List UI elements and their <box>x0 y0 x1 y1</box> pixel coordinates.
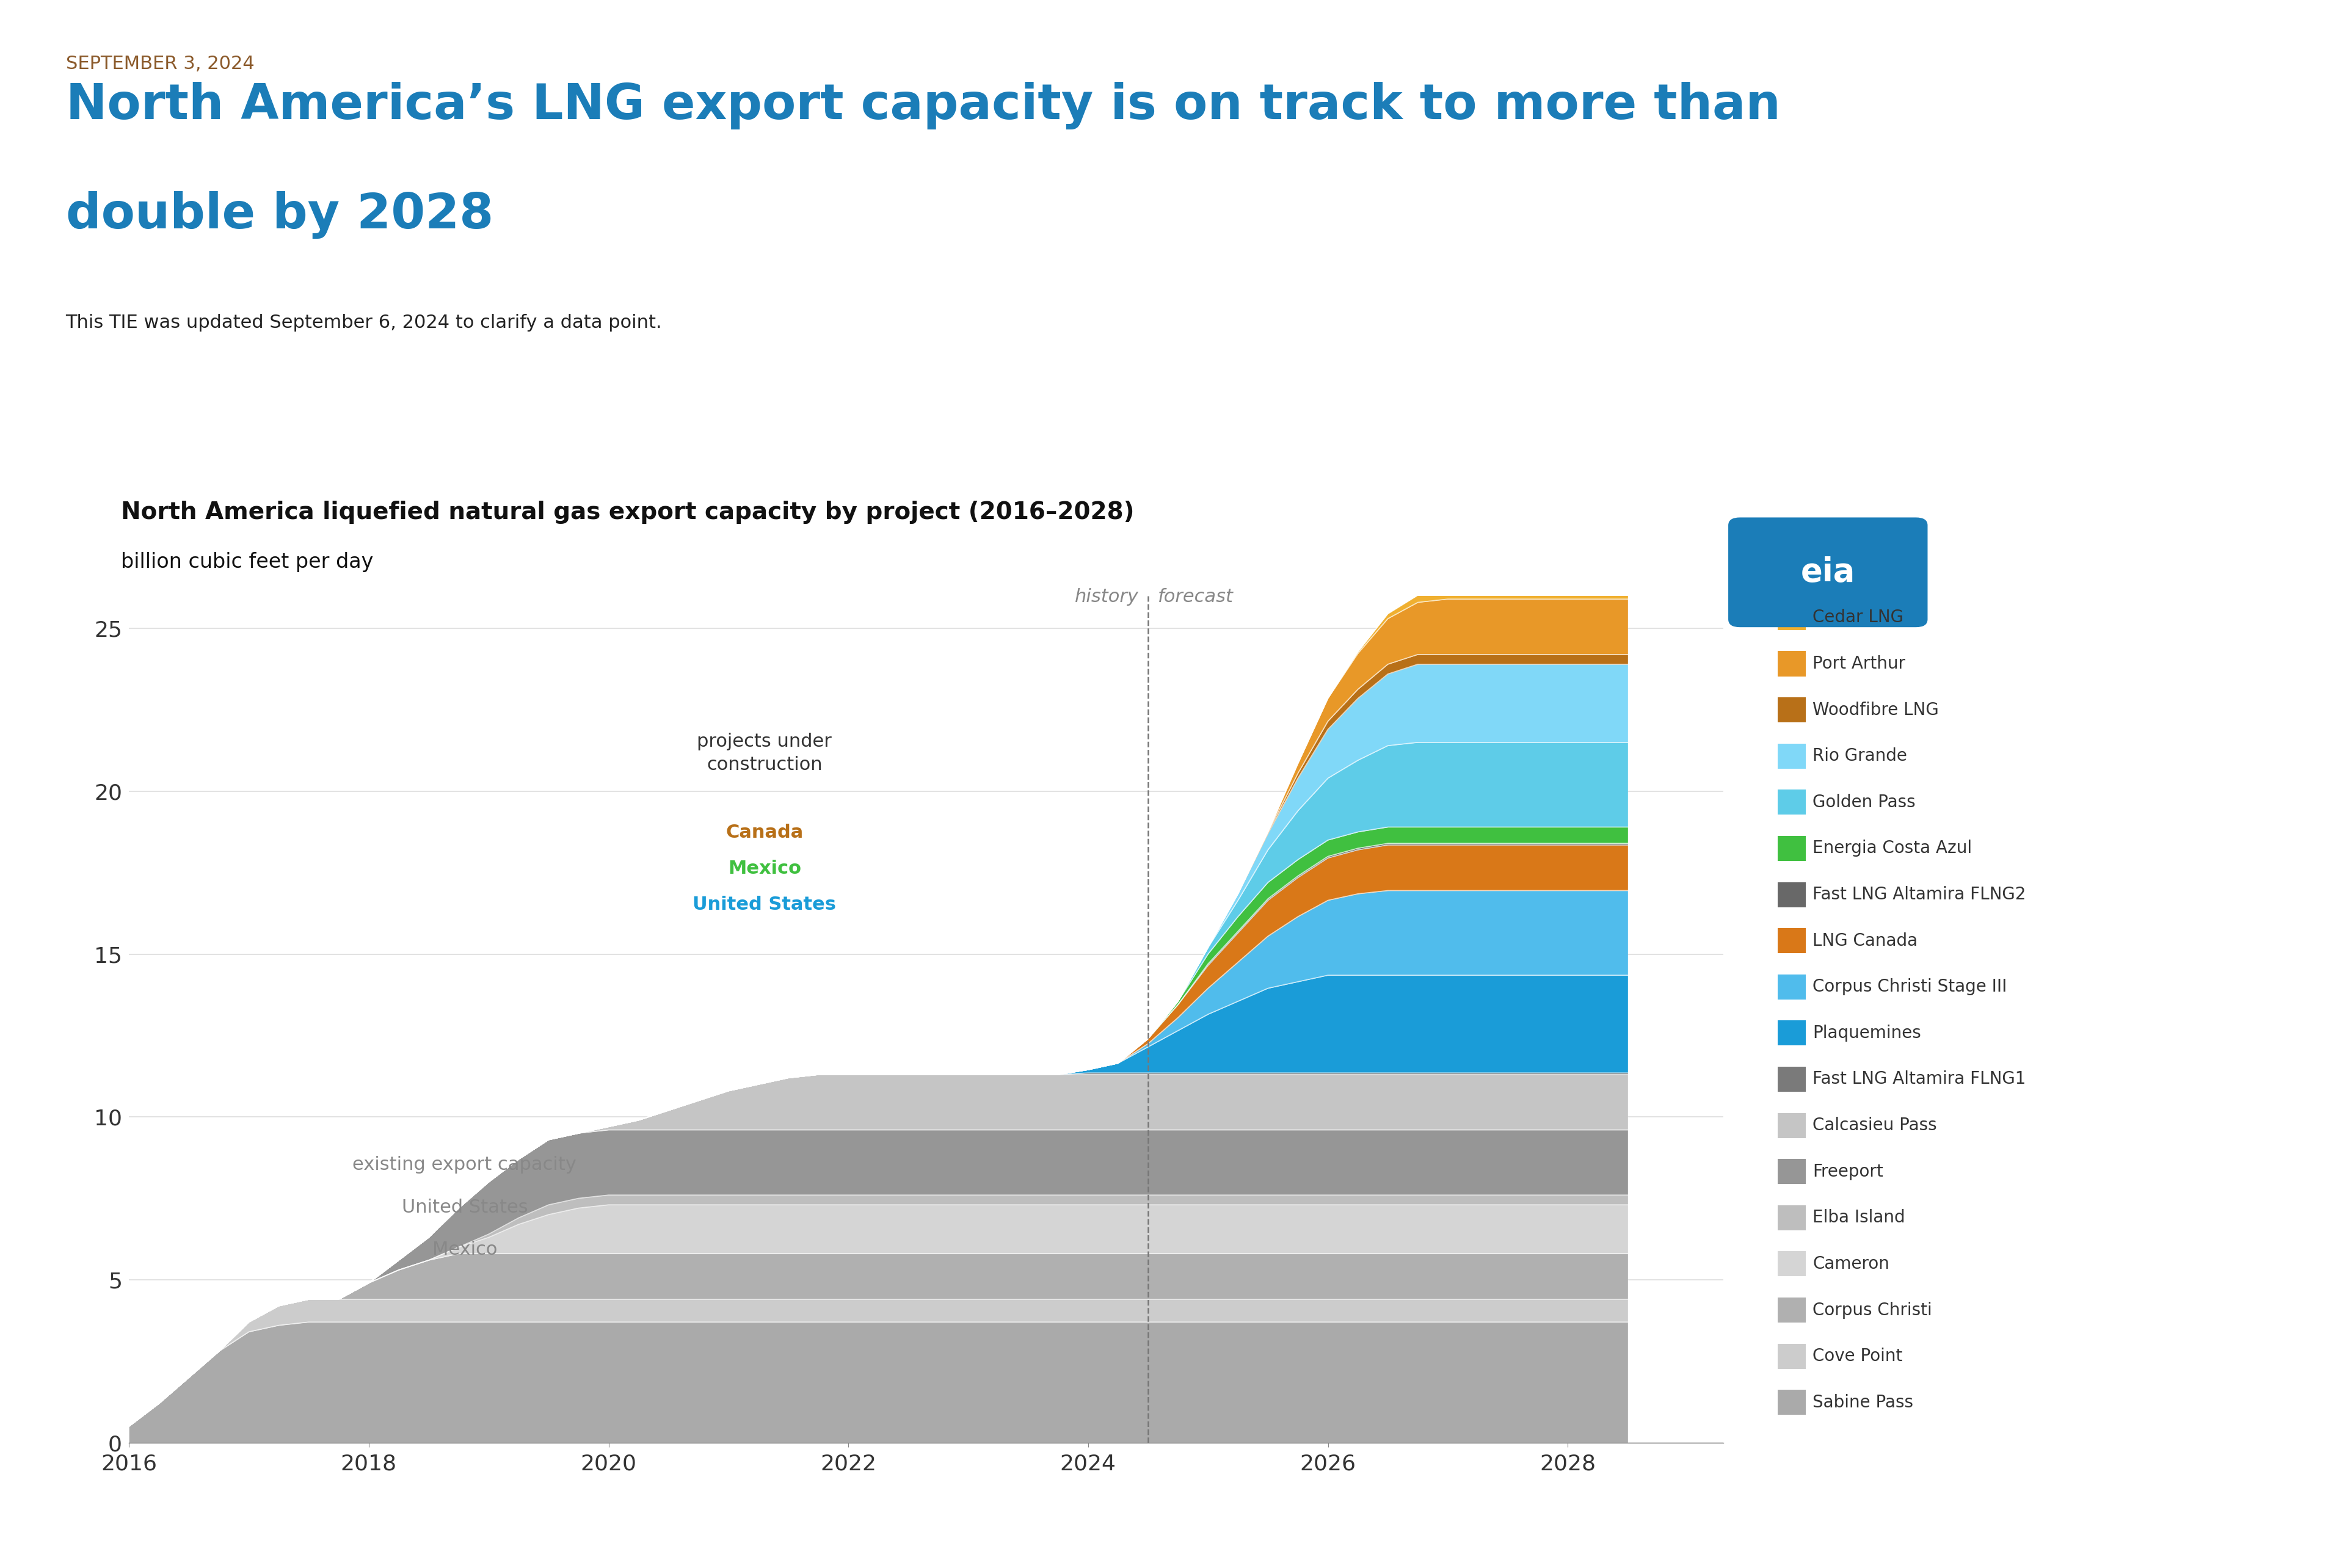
Text: forecast: forecast <box>1158 588 1233 605</box>
Text: Energia Costa Azul: Energia Costa Azul <box>1813 840 1972 858</box>
Text: Fast LNG Altamira FLNG1: Fast LNG Altamira FLNG1 <box>1813 1071 2026 1088</box>
Text: Corpus Christi Stage III: Corpus Christi Stage III <box>1813 978 2007 996</box>
Text: history: history <box>1074 588 1137 605</box>
Text: Woodfibre LNG: Woodfibre LNG <box>1813 701 1939 718</box>
Text: LNG Canada: LNG Canada <box>1813 931 1918 949</box>
Text: Mexico: Mexico <box>431 1240 497 1259</box>
Text: Cove Point: Cove Point <box>1813 1347 1902 1364</box>
Text: This TIE was updated September 6, 2024 to clarify a data point.: This TIE was updated September 6, 2024 t… <box>66 314 661 331</box>
Text: Cedar LNG: Cedar LNG <box>1813 608 1904 626</box>
Text: Fast LNG Altamira FLNG2: Fast LNG Altamira FLNG2 <box>1813 886 2026 903</box>
Text: Calcasieu Pass: Calcasieu Pass <box>1813 1116 1937 1134</box>
Text: Mexico: Mexico <box>727 859 802 878</box>
Text: Corpus Christi: Corpus Christi <box>1813 1301 1932 1319</box>
Text: double by 2028: double by 2028 <box>66 191 492 238</box>
Text: Canada: Canada <box>725 823 804 842</box>
Text: Plaquemines: Plaquemines <box>1813 1024 1921 1041</box>
Text: Elba Island: Elba Island <box>1813 1209 1904 1226</box>
Text: North America liquefied natural gas export capacity by project (2016–2028): North America liquefied natural gas expo… <box>122 500 1135 524</box>
Text: existing export capacity: existing export capacity <box>352 1156 577 1174</box>
Text: Sabine Pass: Sabine Pass <box>1813 1394 1914 1411</box>
Text: SEPTEMBER 3, 2024: SEPTEMBER 3, 2024 <box>66 55 253 72</box>
Text: Port Arthur: Port Arthur <box>1813 655 1906 673</box>
Text: United States: United States <box>401 1198 528 1217</box>
Text: billion cubic feet per day: billion cubic feet per day <box>122 552 373 572</box>
Text: Cameron: Cameron <box>1813 1256 1890 1273</box>
Text: North America’s LNG export capacity is on track to more than: North America’s LNG export capacity is o… <box>66 82 1780 129</box>
Text: Rio Grande: Rio Grande <box>1813 748 1906 765</box>
Text: projects under
construction: projects under construction <box>696 732 832 773</box>
Text: United States: United States <box>692 895 837 913</box>
Text: eia: eia <box>1801 557 1855 588</box>
Text: Freeport: Freeport <box>1813 1163 1883 1181</box>
Text: Golden Pass: Golden Pass <box>1813 793 1916 811</box>
